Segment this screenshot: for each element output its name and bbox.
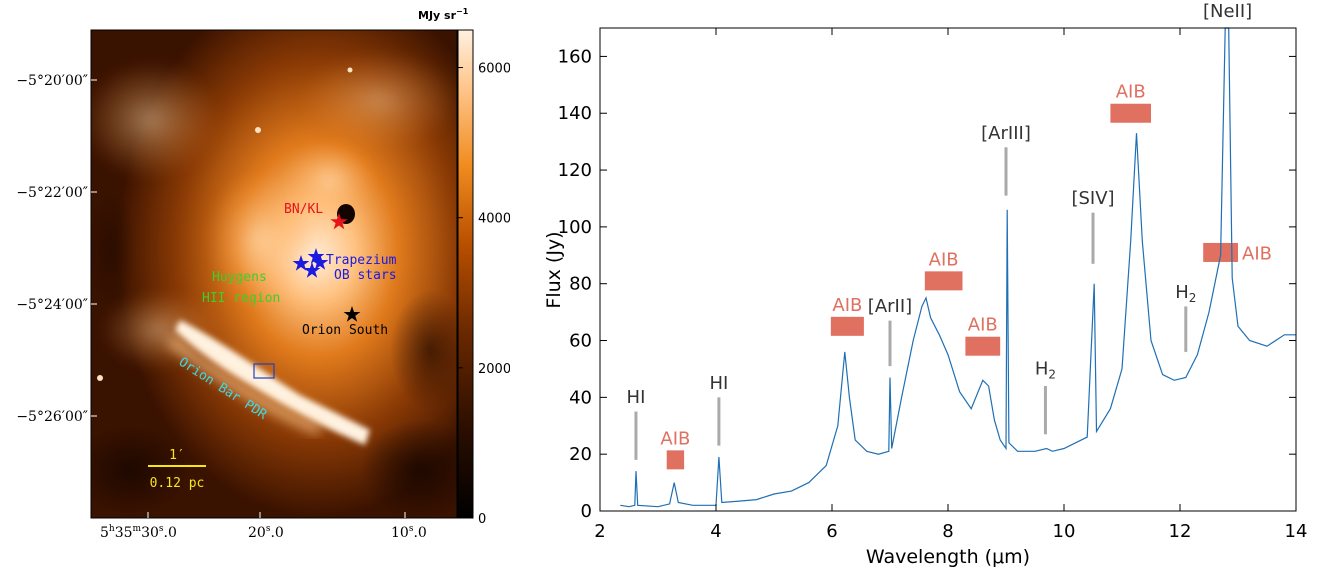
trapezium-star-4 — [311, 254, 329, 270]
dec-tick-3: −5°24′00″ — [16, 297, 88, 313]
huygens-label-line1: Huygens — [212, 270, 267, 285]
aib-label: AIB — [929, 249, 959, 270]
y-tick-label: 80 — [569, 274, 592, 295]
spectrum-chart: AIB AIB AIB AIB AIB AIB HI HI [ArII] [ArIII] H2 [S… — [543, 1, 1308, 568]
y-axis-label: Flux (Jy) — [543, 231, 565, 308]
y-tick-label: 40 — [569, 387, 592, 408]
aib-band — [965, 336, 1001, 356]
ra-tick-3: 10s.0 — [391, 524, 427, 541]
y-tick-label: 100 — [558, 217, 592, 238]
dec-tick-2: −5°22′00″ — [16, 185, 88, 201]
x-tick-label: 4 — [710, 521, 721, 542]
ra-axis: 5h35m30s.0 20s.0 10s.0 — [100, 512, 427, 541]
line-annotation-label: [ArIII] — [981, 123, 1031, 144]
aib-band — [666, 450, 685, 470]
aib-label: AIB — [1116, 82, 1146, 103]
y-tick-label: 60 — [569, 331, 592, 352]
y-tick-label: 160 — [558, 46, 592, 67]
y-tick-label: 20 — [569, 444, 592, 465]
dec-tick-1: −5°20′00″ — [16, 73, 88, 89]
line-annotation-label: HI — [627, 387, 646, 408]
x-tick-label: 10 — [1053, 521, 1076, 542]
scale-bar: 1′ 0.12 pc — [148, 448, 206, 491]
aib-label: AIB — [968, 315, 998, 336]
scale-bar-top-label: 1′ — [169, 448, 185, 463]
x-tick-label: 12 — [1169, 521, 1192, 542]
orion-south-label: Orion South — [302, 323, 388, 338]
orion-south-star — [343, 306, 361, 322]
colorbar-tick-label: 0 — [478, 512, 486, 527]
x-axis-label: Wavelength (μm) — [866, 546, 1030, 568]
bnkl-label: BN/KL — [284, 202, 323, 217]
orion-image-svg: BN/KL Trapezium OB stars Huygens HII reg… — [16, 7, 511, 541]
line-annotation-label: H2 — [1175, 282, 1196, 305]
x-tick-label: 6 — [826, 521, 837, 542]
nebula-image — [91, 30, 457, 518]
aib-label: AIB — [660, 428, 690, 449]
ra-tick-2: 20s.0 — [248, 524, 284, 541]
spectrum-chart-panel: AIB AIB AIB AIB AIB AIB HI HI [ArII] [ArIII] H2 [S… — [520, 0, 1320, 574]
aib-label: AIB — [832, 295, 862, 316]
y-tick-label: 0 — [581, 501, 592, 522]
trapezium-label-line1: Trapezium — [326, 253, 397, 268]
aib-band — [924, 271, 963, 291]
trapezium-label-line2: OB stars — [334, 268, 397, 283]
ra-tick-1: 5h35m30s.0 — [100, 524, 177, 541]
colorbar-tick-label: 4000 — [478, 212, 510, 227]
trapezium-star-2 — [292, 255, 310, 271]
huygens-label-line2: HII region — [202, 291, 280, 306]
colorbar-tick-label: 6000 — [478, 62, 510, 77]
y-tick-label: 140 — [558, 103, 592, 124]
aib-band — [830, 316, 864, 336]
trapezium-star-1 — [307, 248, 325, 264]
dec-tick-4: −5°26′00″ — [16, 409, 88, 425]
aib-label: AIB — [1242, 243, 1272, 264]
orion-image-panel: BN/KL Trapezium OB stars Huygens HII reg… — [0, 0, 511, 574]
colorbar-unit: MJy sr−1 — [418, 7, 469, 22]
aib-band — [1110, 103, 1151, 123]
bnkl-star — [330, 213, 348, 230]
line-annotation-label: [ArII] — [868, 296, 912, 317]
colorbar: MJy sr−1 6000 4000 2000 0 — [418, 7, 511, 527]
y-tick-label: 120 — [558, 160, 592, 181]
colorbar-tick-label: 2000 — [478, 362, 510, 377]
x-tick-label: 14 — [1285, 521, 1308, 542]
scale-bar-bottom-label: 0.12 pc — [150, 476, 205, 491]
line-annotation-label: [SIV] — [1071, 188, 1114, 209]
star-markers — [292, 213, 361, 322]
region-box — [253, 363, 275, 379]
line-annotation-label: [NeII] — [1203, 1, 1252, 22]
line-annotation-label: HI — [709, 373, 728, 394]
x-tick-label: 8 — [942, 521, 953, 542]
spectrum-line — [620, 27, 1296, 508]
trapezium-star-3 — [303, 262, 321, 278]
line-annotation-label: H2 — [1035, 359, 1056, 382]
dec-axis: −5°20′00″ −5°22′00″ −5°24′00″ −5°26′00″ — [16, 73, 97, 425]
x-tick-label: 2 — [594, 521, 605, 542]
